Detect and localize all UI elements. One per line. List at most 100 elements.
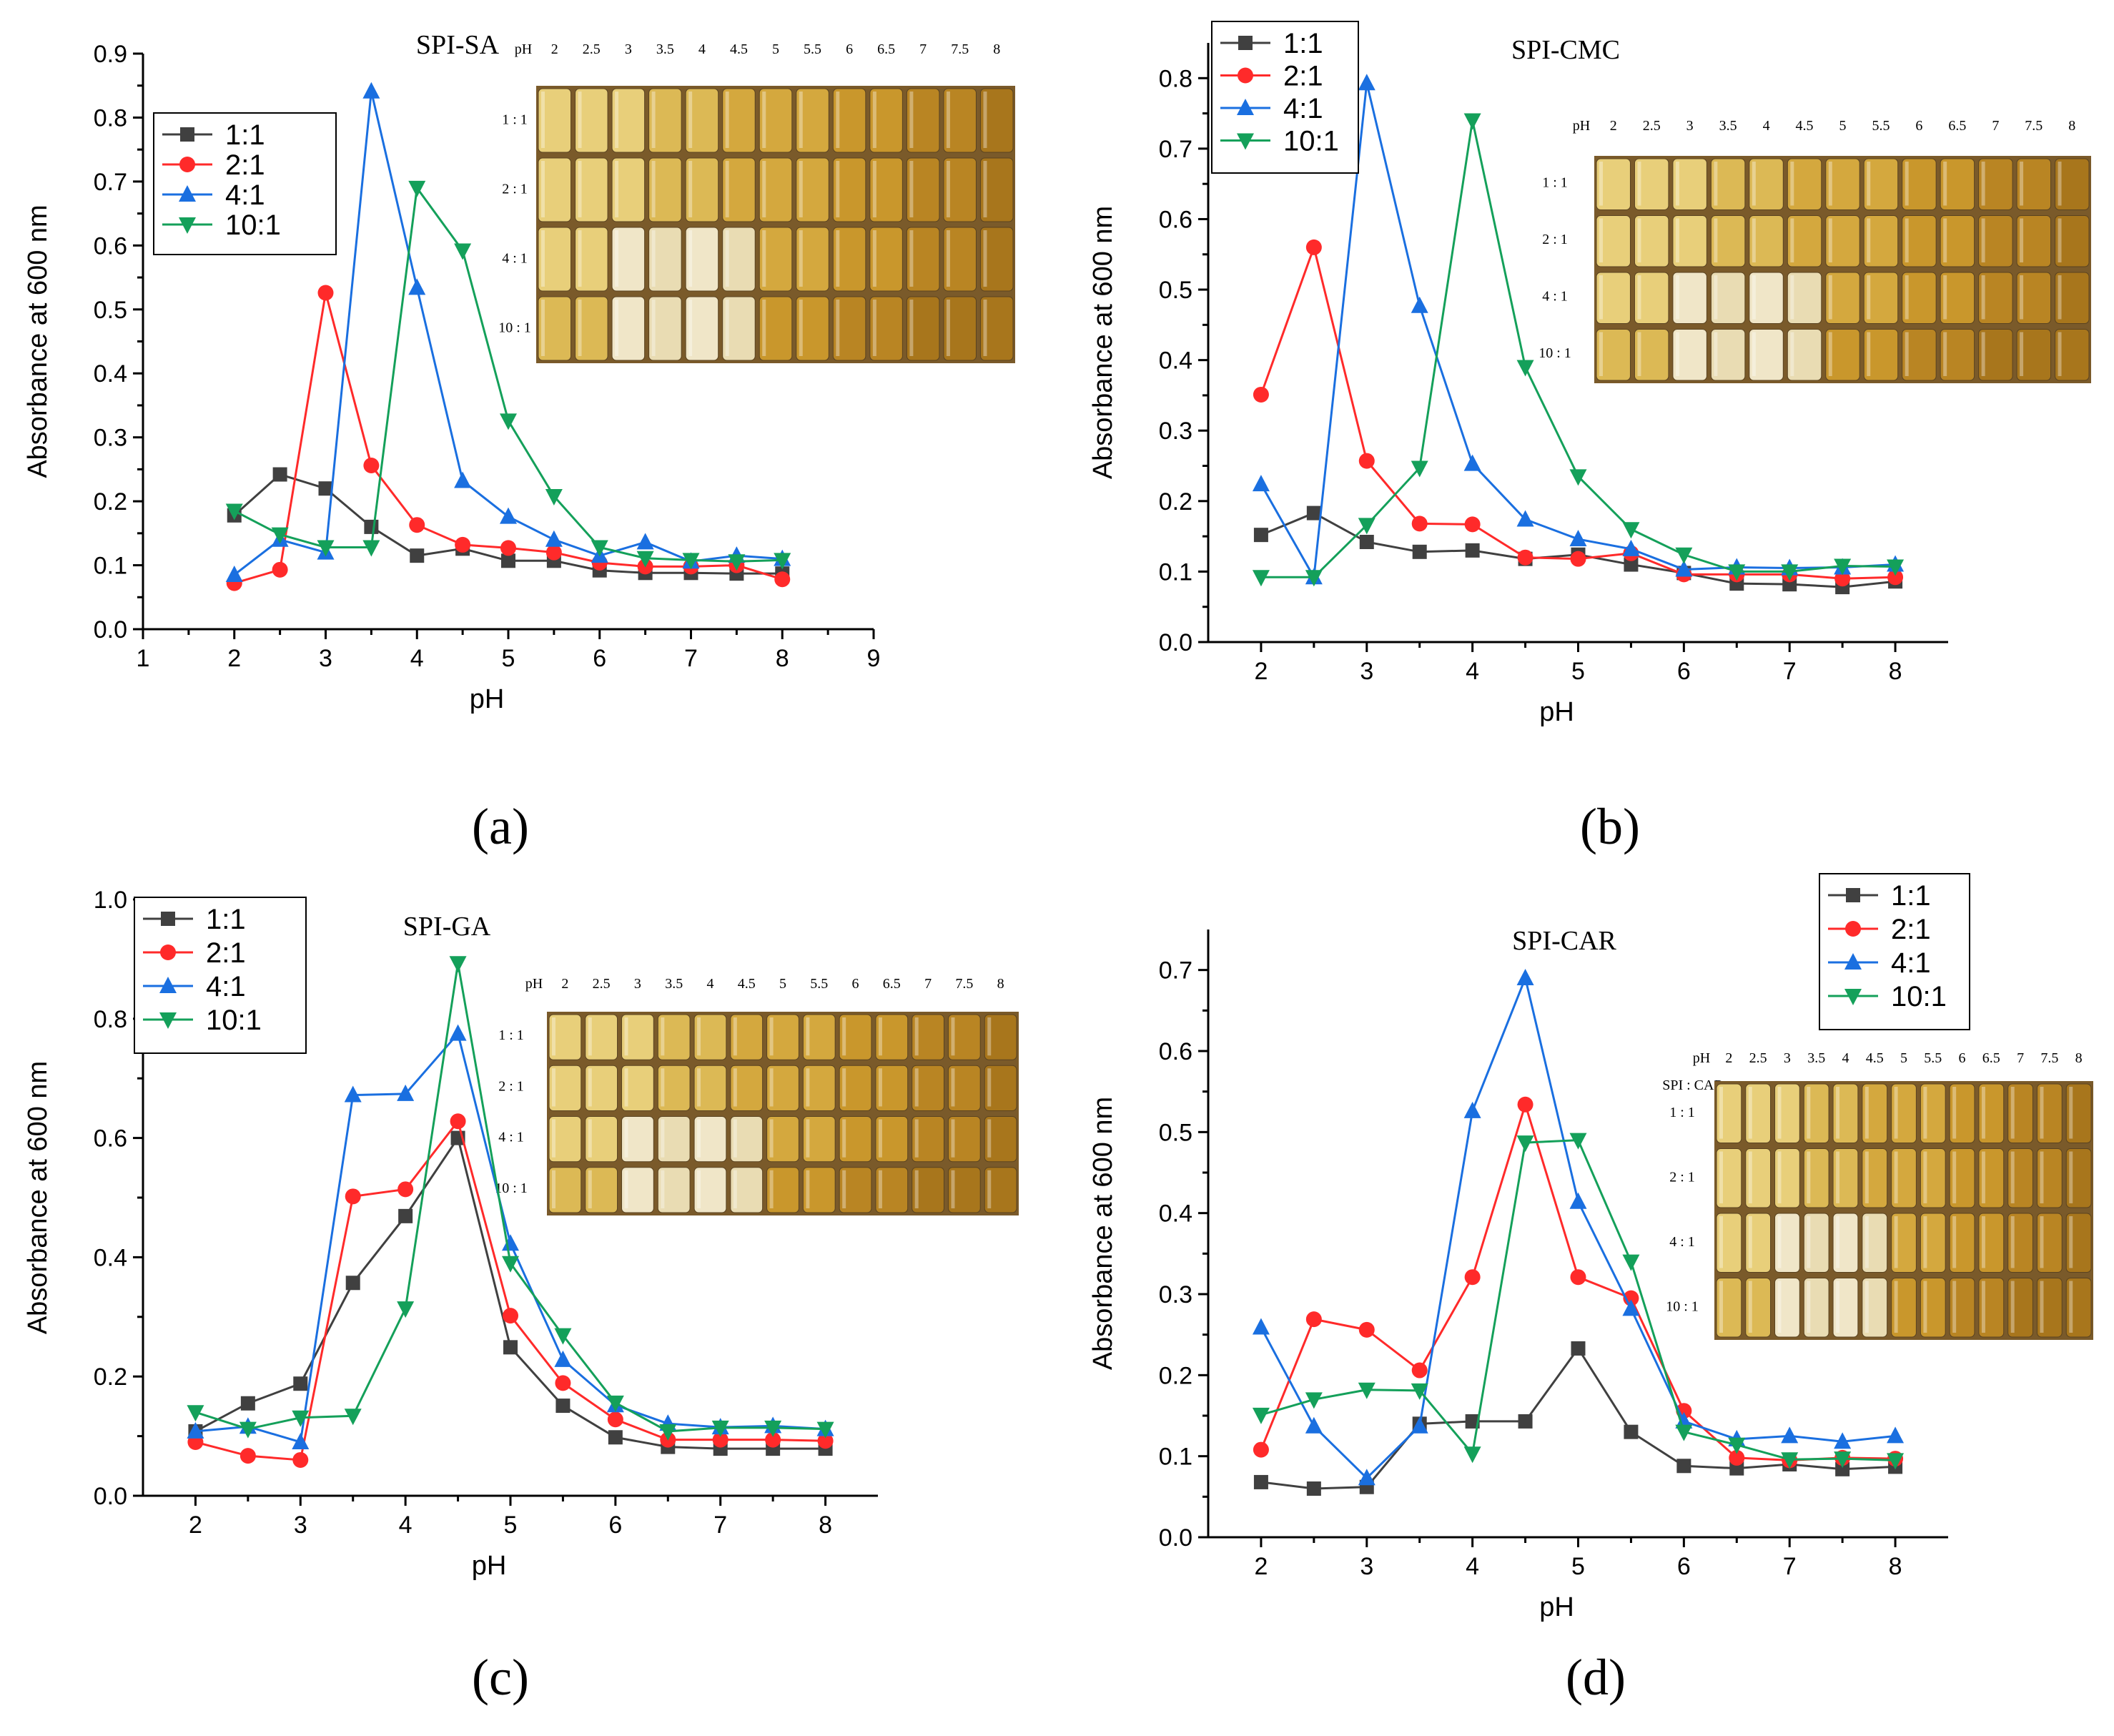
inset-vial-highlight: [1790, 332, 1794, 376]
inset-vial: [693, 1116, 727, 1163]
inset-vial: [1832, 1148, 1859, 1208]
inset-vial: [796, 88, 829, 153]
marker-4-1-point-3: [362, 82, 380, 99]
inset-vial: [1596, 329, 1631, 381]
panel-label: (b): [1580, 798, 1640, 855]
inset-vial: [1978, 329, 2013, 381]
inset-vial: [796, 157, 829, 222]
inset-vial-highlight: [762, 300, 766, 356]
inset-vial: [2065, 1213, 2092, 1273]
marker-2-1-point-11: [765, 1431, 781, 1448]
inset-vial-highlight: [1748, 1216, 1752, 1268]
inset-vial-highlight: [733, 1119, 737, 1158]
inset-vial-highlight: [1637, 275, 1641, 320]
inset-vial: [796, 296, 829, 361]
inset-vial-highlight: [1714, 218, 1718, 262]
marker-10-1-point-3: [362, 540, 380, 557]
inset-vial: [1749, 329, 1784, 381]
inset-vial-highlight: [987, 1017, 992, 1056]
inset-vial: [1920, 1278, 1946, 1338]
inset-vial-highlight: [842, 1170, 846, 1208]
inset-header-col: 7: [2017, 1050, 2024, 1066]
inset-vial-highlight: [688, 161, 693, 217]
inset-vial-highlight: [1828, 162, 1832, 206]
inset-vial-highlight: [762, 230, 766, 287]
inset-vial-highlight: [615, 230, 619, 287]
inset-vial: [1949, 1278, 1975, 1338]
inset-vial-highlight: [1905, 218, 1909, 262]
marker-1-1-point-4: [410, 548, 425, 563]
legend-label: 10:1: [1283, 126, 1339, 157]
inset-vial-highlight: [1981, 162, 1985, 206]
chart-title: SPI-GA: [403, 912, 491, 942]
inset-vial: [1891, 1213, 1917, 1273]
inset-vial: [1749, 215, 1784, 267]
marker-4-1-point-5: [449, 1024, 467, 1041]
inset-header-col: 2.5: [1643, 118, 1661, 134]
inset-vial-highlight: [983, 92, 987, 148]
chart-panel-c: pH 2 2.5 3 3.5 4 4.5 5 5.5 6 6.5 7 7.5 8 1 : 1 2 : 1 4 :…: [23, 887, 1019, 1706]
inset-vial-highlight: [1952, 1216, 1957, 1268]
inset-vial-highlight: [541, 161, 545, 217]
inset-vial-highlight: [1923, 1281, 1927, 1333]
marker-2-1-point-3: [1411, 516, 1428, 532]
inset-vial-highlight: [624, 1119, 628, 1158]
inset-vial: [912, 1014, 944, 1060]
inset-vial-highlight: [1923, 1151, 1927, 1203]
inset-header-col: 6: [852, 976, 859, 992]
marker-10-1-point-9: [1728, 1437, 1746, 1454]
inset-vial-highlight: [541, 230, 545, 287]
inset-vial-highlight: [733, 1017, 737, 1056]
inset-vial: [585, 1014, 618, 1060]
inset-vial: [832, 227, 866, 292]
inset-vial: [766, 1065, 799, 1111]
inset-vial-highlight: [946, 300, 950, 356]
inset-header-col: 6.5: [1948, 118, 1966, 134]
inset-vial-highlight: [588, 1068, 592, 1107]
inset-vial: [575, 88, 608, 153]
marker-10-1-point-4: [397, 1301, 415, 1318]
inset-vial: [657, 1014, 691, 1060]
inset-vial: [1978, 1083, 2005, 1143]
legend-label: 4:1: [206, 971, 246, 1002]
marker-2-1-point-legend: [1238, 67, 1253, 84]
inset-header-col: 5.5: [804, 41, 821, 57]
legend-label: 1:1: [225, 119, 265, 151]
inset-vial: [1710, 272, 1746, 324]
inset-vial: [1787, 272, 1822, 324]
inset-vial: [1634, 329, 1669, 381]
marker-2-1-point-1: [272, 561, 288, 578]
inset-vial: [693, 1167, 727, 1213]
inset-vial-highlight: [872, 161, 876, 217]
inset-header-col: 6.5: [1982, 1050, 2000, 1066]
marker-2-1-point-2: [317, 285, 334, 301]
marker-10-1-point-5: [454, 243, 472, 260]
inset-header-col: 8: [2075, 1050, 2083, 1066]
inset-vial: [1596, 215, 1631, 267]
marker-4-1-point-3: [344, 1085, 362, 1103]
inset-header-col: 2.5: [1749, 1050, 1767, 1066]
inset-vial-highlight: [806, 1017, 810, 1056]
inset-vial-highlight: [688, 300, 693, 356]
inset-vial-highlight: [2040, 1151, 2044, 1203]
legend-label: 10:1: [225, 209, 281, 241]
inset-vial-highlight: [909, 300, 914, 356]
marker-4-1-point-7: [1622, 539, 1640, 556]
inset-header-ph: pH: [525, 976, 543, 992]
x-tick-label: 8: [819, 1511, 832, 1539]
x-axis-label: pH: [1539, 697, 1574, 727]
inset-header-col: 7.5: [951, 41, 969, 57]
inset-vial-highlight: [951, 1170, 955, 1208]
marker-10-1-point-10: [1781, 1452, 1799, 1469]
x-tick-label: 7: [684, 645, 698, 672]
inset-vial: [943, 227, 977, 292]
inset-vial-highlight: [1637, 332, 1641, 376]
inset-header-col: 3: [625, 41, 632, 57]
inset-vial: [2016, 329, 2052, 381]
marker-10-1-point-legend: [1844, 989, 1862, 1005]
inset-vial: [875, 1167, 909, 1213]
inset-vial: [1596, 272, 1631, 324]
inset-vial: [1716, 1213, 1742, 1273]
marker-10-1-point-6: [1569, 469, 1587, 486]
